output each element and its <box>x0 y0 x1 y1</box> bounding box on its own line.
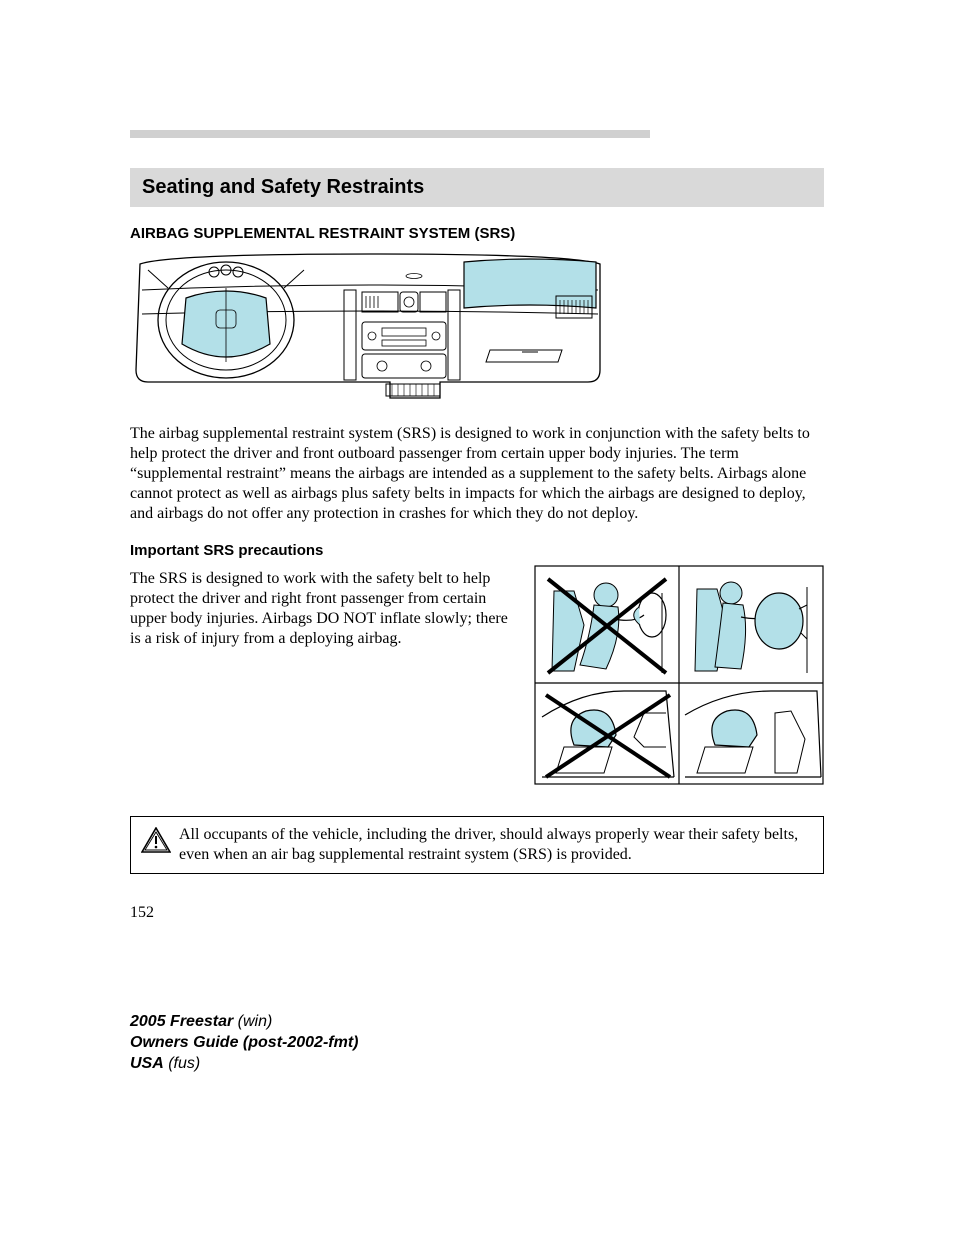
para-srs-description: The airbag supplemental restraint system… <box>130 424 824 524</box>
warning-icon <box>141 827 171 859</box>
footer-line-1: 2005 Freestar (win) <box>130 1012 824 1033</box>
warning-text: All occupants of the vehicle, including … <box>179 826 798 863</box>
top-grey-band <box>130 130 650 138</box>
dashboard-figure <box>130 250 824 410</box>
footer-block: 2005 Freestar (win) Owners Guide (post-2… <box>130 1012 824 1074</box>
section-header: Seating and Safety Restraints <box>142 176 812 199</box>
para-precautions: The SRS is designed to work with the saf… <box>130 569 510 649</box>
footer-line-2: Owners Guide (post-2002-fmt) <box>130 1033 824 1054</box>
heading-precautions: Important SRS precautions <box>130 542 824 559</box>
heading-airbag-srs: AIRBAG SUPPLEMENTAL RESTRAINT SYSTEM (SR… <box>130 225 824 242</box>
warning-box: All occupants of the vehicle, including … <box>130 816 824 874</box>
footer-line-3: USA (fus) <box>130 1054 824 1075</box>
page-number: 152 <box>130 904 824 922</box>
section-header-bar: Seating and Safety Restraints <box>130 168 824 207</box>
seating-position-figure <box>534 565 824 790</box>
